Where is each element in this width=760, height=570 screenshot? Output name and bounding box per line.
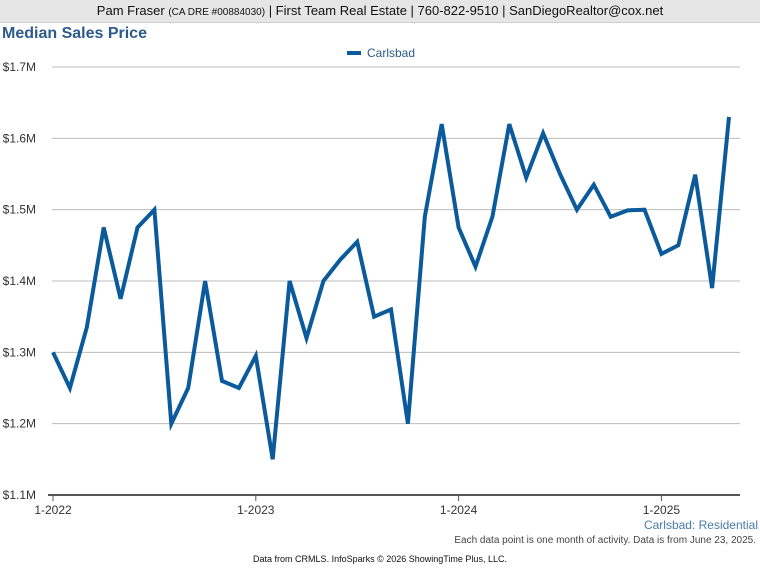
data-point[interactable] [356,240,359,243]
data-point[interactable] [373,315,376,318]
data-point[interactable] [423,215,426,218]
y-tick-label: $1.1M [3,488,36,502]
data-point[interactable] [85,326,88,329]
data-source-footer: Data from CRMLS. InfoSparks © 2026 Showi… [253,554,507,564]
data-point[interactable] [170,422,173,425]
data-point[interactable] [575,208,578,211]
agent-banner: Pam Fraser (CA DRE #00884030) | First Te… [0,0,760,23]
x-tick-label: 1-2022 [34,503,72,517]
data-point[interactable] [102,226,105,229]
data-point[interactable] [52,351,55,354]
series-layer [51,115,731,461]
legend-label: Carlsbad [367,46,416,60]
y-tick-label: $1.3M [3,345,36,359]
x-tick-label: 1-2025 [643,503,681,517]
data-point[interactable] [322,280,325,283]
data-point[interactable] [592,183,595,186]
data-point[interactable] [508,123,511,126]
data-point[interactable] [136,226,139,229]
market-label: Carlsbad: Residential [643,518,758,532]
data-point[interactable] [525,176,528,179]
data-point[interactable] [728,115,731,118]
x-tick-label: 1-2023 [237,503,275,517]
data-point[interactable] [339,258,342,261]
data-point[interactable] [305,337,308,340]
data-point[interactable] [609,215,612,218]
data-point[interactable] [221,379,224,382]
data-point[interactable] [204,280,207,283]
data-point[interactable] [559,173,562,176]
data-point[interactable] [288,280,291,283]
data-point[interactable] [390,308,393,311]
agent-name: Pam Fraser [96,3,165,18]
data-point[interactable] [237,387,240,390]
data-point[interactable] [406,422,409,425]
data-point[interactable] [187,387,190,390]
data-point[interactable] [153,208,156,211]
data-point[interactable] [694,173,697,176]
data-point[interactable] [542,132,545,135]
grid-lines [52,66,740,425]
agent-contact: | First Team Real Estate | 760-822-9510 … [268,3,664,18]
chart-title: Median Sales Price [2,25,147,42]
data-point[interactable] [271,458,274,461]
y-tick-label: $1.5M [3,203,36,217]
data-point[interactable] [440,123,443,126]
y-tick-label: $1.4M [3,274,36,288]
data-point[interactable] [68,387,71,390]
data-point[interactable] [491,215,494,218]
data-point[interactable] [119,297,122,300]
legend-swatch [347,51,361,55]
data-point[interactable] [626,209,629,212]
y-tick-label: $1.7M [3,60,36,74]
data-point[interactable] [660,252,663,255]
data-point[interactable] [677,244,680,247]
data-point[interactable] [457,226,460,229]
chart-axes: $1.1M $1.2M $1.3M $1.4M $1.5M $1.6M $1.7M 1-202… [3,60,740,517]
y-tick-label: $1.6M [3,131,36,145]
data-point[interactable] [254,354,257,357]
data-note: Each data point is one month of activity… [454,535,756,546]
series-line-carlsbad[interactable] [51,116,731,460]
y-tick-label: $1.2M [3,417,36,431]
data-point[interactable] [711,287,714,290]
chart-legend[interactable]: Carlsbad [347,46,415,60]
agent-license: (CA DRE #00884030) [168,7,266,18]
x-tick-label: 1-2024 [440,503,478,517]
data-point[interactable] [643,208,646,211]
data-point[interactable] [474,265,477,268]
